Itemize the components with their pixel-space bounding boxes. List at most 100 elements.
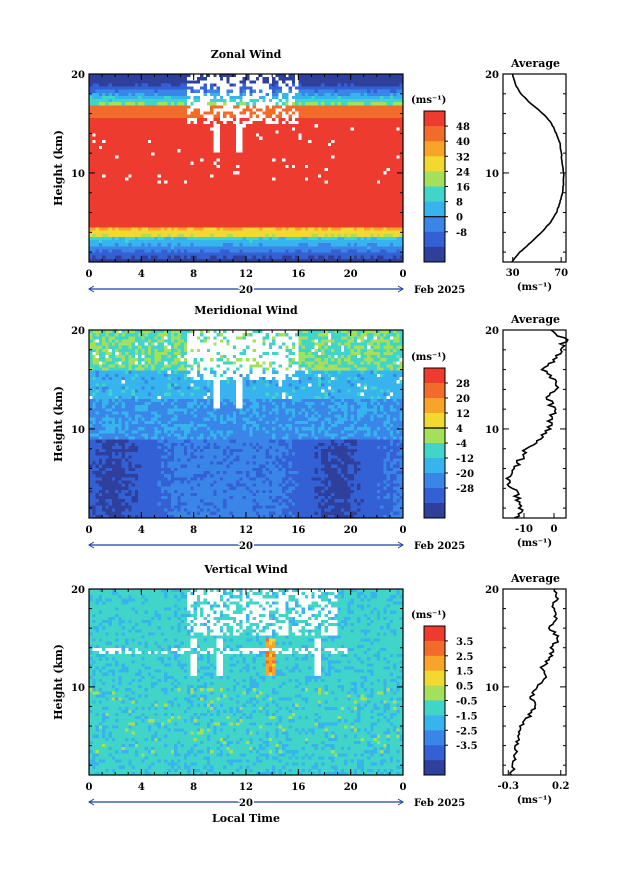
heatmap-cell	[206, 99, 211, 103]
heatmap-cell	[314, 183, 319, 188]
heatmap-cell	[138, 164, 142, 169]
heatmap-cell	[177, 92, 181, 97]
heatmap-cell	[141, 211, 145, 216]
heatmap-cell	[255, 196, 260, 200]
heatmap-cell	[219, 130, 224, 134]
heatmap-cell	[108, 177, 113, 181]
heatmap-cell	[177, 211, 181, 216]
heatmap-cell	[151, 189, 155, 194]
heatmap-cell	[138, 233, 142, 238]
heatmap-cell	[236, 80, 240, 84]
heatmap-cell	[278, 155, 283, 159]
heatmap-cell	[229, 193, 234, 197]
heatmap-cell	[157, 189, 162, 194]
heatmap-cell	[118, 152, 123, 156]
heatmap-cell	[239, 152, 244, 156]
heatmap-cell	[386, 168, 391, 172]
heatmap-cell	[262, 86, 267, 91]
heatmap-cell	[177, 224, 181, 228]
heatmap-cell	[187, 186, 191, 191]
heatmap-cell	[363, 105, 368, 109]
heatmap-cell	[190, 168, 195, 172]
heatmap-cell	[183, 171, 188, 175]
heatmap-cell	[321, 215, 325, 219]
heatmap-cell	[124, 89, 129, 94]
heatmap-cell	[92, 236, 96, 241]
heatmap-cell	[350, 130, 355, 134]
heatmap-cell	[154, 136, 159, 141]
heatmap-cell	[317, 155, 322, 159]
heatmap-cell	[298, 86, 302, 91]
heatmap-cell	[242, 171, 247, 175]
heatmap-cell	[360, 168, 365, 172]
heatmap-cell	[187, 221, 191, 225]
heatmap-cell	[301, 111, 306, 116]
heatmap-cell	[262, 189, 267, 194]
heatmap-cell	[131, 230, 136, 235]
heatmap-cell	[111, 146, 116, 150]
heatmap-cell	[344, 224, 348, 228]
heatmap-cell	[324, 164, 329, 169]
heatmap-cell	[206, 117, 211, 122]
heatmap-cell	[239, 77, 244, 81]
heatmap-cell	[314, 149, 319, 153]
heatmap-cell	[121, 230, 126, 235]
heatmap-cell	[363, 205, 368, 210]
heatmap-cell	[141, 102, 145, 106]
heatmap-cell	[399, 86, 404, 91]
heatmap-cell	[193, 205, 198, 210]
heatmap-cell	[278, 139, 283, 144]
heatmap-cell	[308, 193, 312, 197]
heatmap-cell	[383, 189, 388, 194]
heatmap-cell	[295, 130, 299, 134]
heatmap-cell	[118, 139, 123, 144]
heatmap-cell	[288, 218, 293, 222]
heatmap-cell	[115, 215, 119, 219]
heatmap-cell	[95, 102, 100, 106]
heatmap-cell	[160, 136, 165, 141]
heatmap-cell	[383, 83, 388, 87]
heatmap-cell	[370, 158, 374, 163]
heatmap-cell	[174, 83, 178, 87]
heatmap-cell	[154, 89, 159, 94]
heatmap-cell	[347, 92, 352, 97]
heatmap-cell	[363, 127, 368, 131]
heatmap-cell	[249, 92, 253, 97]
heatmap-cell	[304, 86, 309, 91]
heatmap-cell	[308, 224, 312, 228]
heatmap-cell	[386, 130, 391, 134]
heatmap-cell	[314, 130, 319, 134]
heatmap-cell	[340, 230, 345, 235]
heatmap-cell	[219, 74, 224, 78]
heatmap-cell	[249, 121, 253, 125]
heatmap-cell	[167, 221, 172, 225]
heatmap-cell	[98, 236, 103, 241]
heatmap-cell	[219, 102, 224, 106]
heatmap-cell	[177, 174, 181, 178]
heatmap-cell	[291, 174, 296, 178]
heatmap-cell	[203, 174, 208, 178]
heatmap-cell	[164, 180, 168, 185]
heatmap-cell	[121, 86, 126, 91]
heatmap-cell	[242, 168, 247, 172]
heatmap-cell	[386, 74, 391, 78]
heatmap-cell	[360, 77, 365, 81]
heatmap-cell	[301, 227, 306, 232]
heatmap-cell	[249, 130, 253, 134]
heatmap-cell	[131, 171, 136, 175]
heatmap-cell	[353, 95, 358, 100]
heatmap-cell	[236, 164, 240, 169]
heatmap-cell	[298, 124, 302, 128]
heatmap-cell	[95, 127, 100, 131]
heatmap-cell	[141, 205, 145, 210]
heatmap-cell	[317, 233, 322, 238]
heatmap-cell	[226, 139, 231, 144]
heatmap-cell	[134, 133, 139, 138]
heatmap-cell	[151, 111, 155, 116]
heatmap-cell	[317, 74, 322, 78]
heatmap-cell	[308, 196, 312, 200]
heatmap-cell	[367, 152, 371, 156]
heatmap-cell	[242, 127, 247, 131]
heatmap-cell	[213, 95, 217, 100]
heatmap-cell	[255, 158, 260, 163]
